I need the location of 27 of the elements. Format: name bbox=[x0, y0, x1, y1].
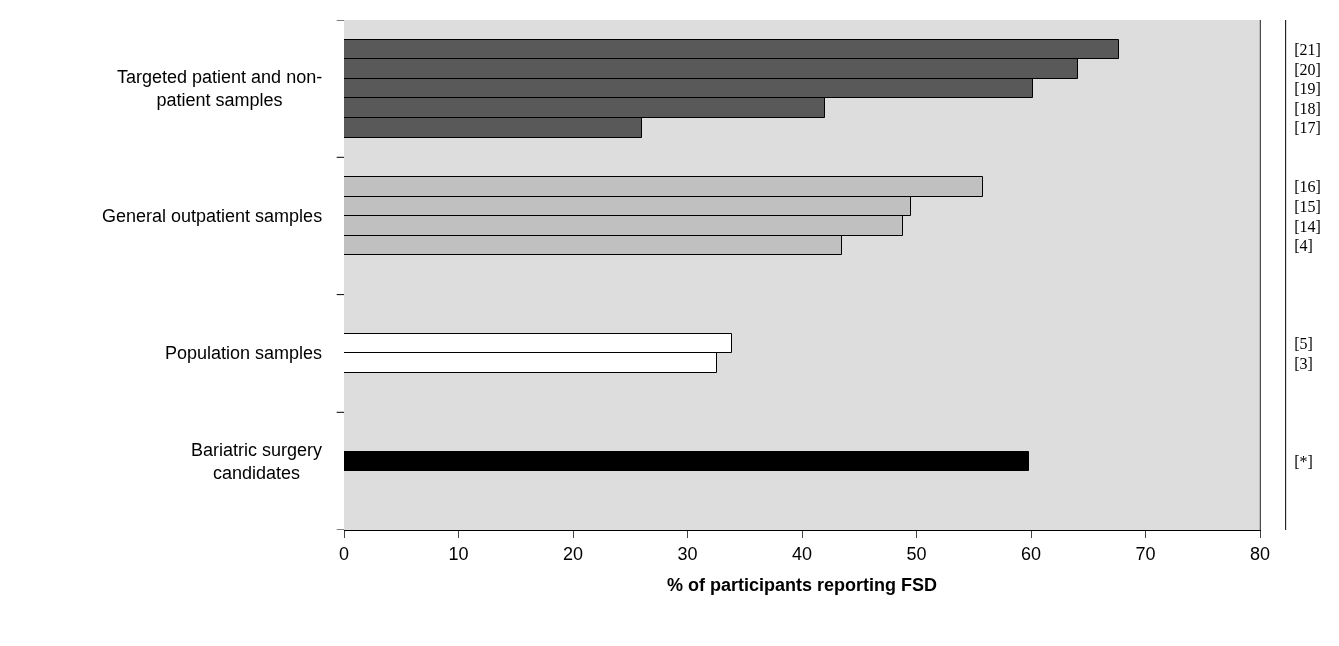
bar bbox=[344, 451, 1029, 471]
x-tick-label: 50 bbox=[906, 543, 927, 564]
y-tick-label: [17] bbox=[1294, 119, 1321, 137]
text: General outpatient samples bbox=[102, 206, 323, 226]
y-tick-label: [21] bbox=[1294, 41, 1321, 59]
y-tick-label: [18] bbox=[1294, 99, 1321, 117]
x-tick-label: 20 bbox=[562, 543, 584, 564]
y-tick-label: [*] bbox=[1294, 452, 1313, 470]
y-tick-label: [4] bbox=[1294, 237, 1313, 255]
text: Population samples bbox=[165, 343, 323, 363]
x-tick-label: 0 bbox=[338, 543, 350, 564]
y-tick-label: [16] bbox=[1294, 178, 1321, 196]
y-tick-label: [15] bbox=[1294, 197, 1321, 215]
text: Bariatric surgery candidates bbox=[191, 440, 323, 484]
y-tick-label: [14] bbox=[1294, 217, 1321, 235]
x-tick-label: 30 bbox=[677, 543, 698, 564]
x-tick-label: 80 bbox=[1249, 543, 1271, 564]
text: Targeted patient and non-patient samples bbox=[117, 67, 323, 111]
y-tick-label: [19] bbox=[1294, 80, 1321, 98]
x-tick-label: 40 bbox=[791, 543, 813, 564]
y-tick-label: [5] bbox=[1294, 335, 1313, 353]
x-axis-title: % of participants reporting FSD bbox=[666, 574, 938, 595]
y-tick-label: [20] bbox=[1294, 60, 1321, 78]
x-tick-label: 10 bbox=[448, 543, 469, 564]
x-tick-label: 60 bbox=[1020, 543, 1042, 564]
x-tick-label: 70 bbox=[1135, 543, 1156, 564]
y-tick-label: [3] bbox=[1294, 354, 1313, 372]
